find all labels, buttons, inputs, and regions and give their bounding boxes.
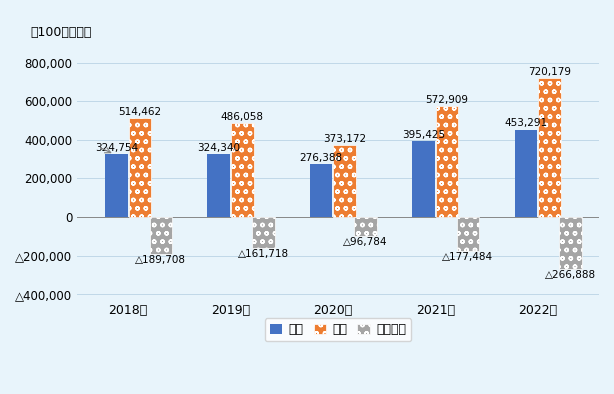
- Text: 572,909: 572,909: [426, 95, 468, 105]
- Bar: [150, 217, 172, 254]
- Bar: [105, 154, 128, 217]
- Text: △96,784: △96,784: [343, 237, 388, 247]
- Text: 453,291: 453,291: [504, 118, 547, 128]
- Bar: [559, 217, 581, 269]
- Text: △189,708: △189,708: [136, 255, 187, 265]
- Bar: [457, 217, 480, 251]
- Text: 395,425: 395,425: [402, 130, 445, 139]
- Bar: [515, 130, 537, 217]
- Bar: [252, 217, 274, 248]
- Text: 324,340: 324,340: [197, 143, 240, 153]
- Bar: [538, 78, 561, 217]
- Bar: [310, 164, 332, 217]
- Text: 276,388: 276,388: [300, 152, 343, 163]
- Legend: 輸出, 輸入, 賿易収支: 輸出, 輸入, 賿易収支: [265, 318, 411, 341]
- Text: △161,718: △161,718: [238, 249, 289, 259]
- Bar: [412, 141, 435, 217]
- Text: 324,754: 324,754: [95, 143, 138, 153]
- Bar: [333, 145, 356, 217]
- Bar: [231, 123, 254, 217]
- Text: （100万ドル）: （100万ドル）: [30, 26, 91, 39]
- Bar: [436, 106, 458, 217]
- Bar: [354, 217, 377, 236]
- Text: 373,172: 373,172: [323, 134, 366, 144]
- Bar: [129, 118, 151, 217]
- Text: △177,484: △177,484: [443, 253, 494, 262]
- Text: 486,058: 486,058: [221, 112, 264, 122]
- Text: 514,462: 514,462: [119, 107, 161, 117]
- Bar: [208, 154, 230, 217]
- Text: △266,888: △266,888: [545, 270, 596, 280]
- Text: 720,179: 720,179: [528, 67, 571, 77]
